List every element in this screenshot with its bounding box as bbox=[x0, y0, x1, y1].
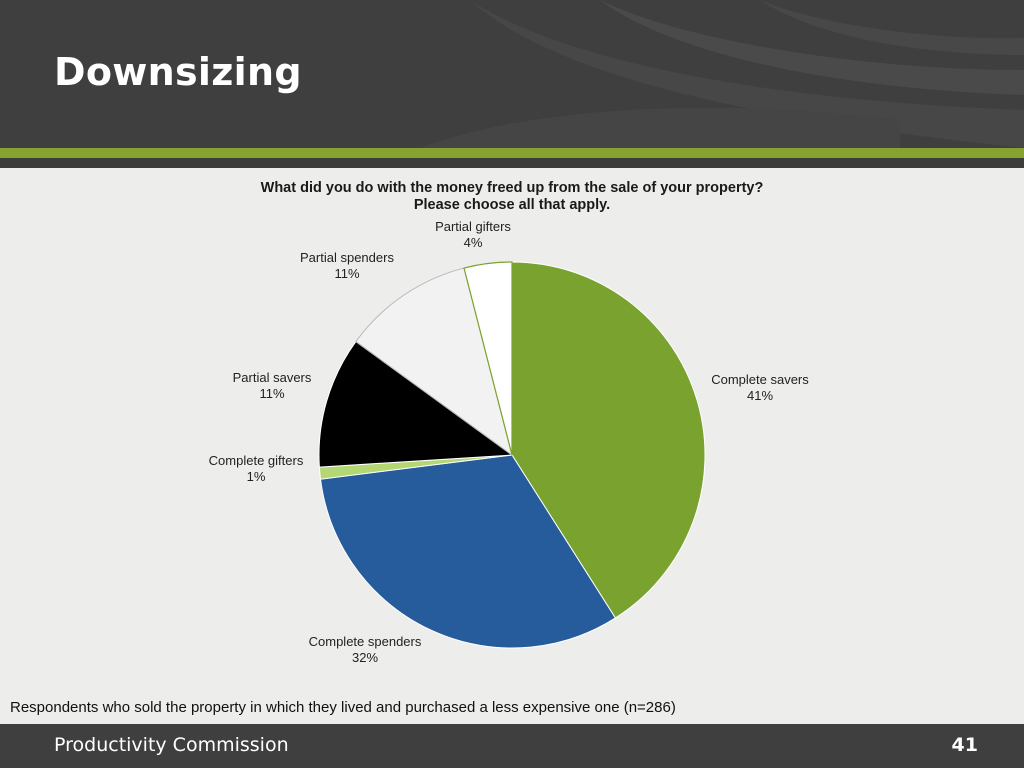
slice-label-value: 41% bbox=[747, 388, 773, 403]
slice-label-value: 11% bbox=[259, 386, 284, 401]
slice-label-name: Partial gifters bbox=[435, 219, 511, 234]
slide-title: Downsizing bbox=[54, 50, 302, 94]
page-number: 41 bbox=[951, 734, 978, 756]
pie-slice-partial-gifters bbox=[463, 261, 513, 456]
slice-label-name: Complete spenders bbox=[309, 634, 422, 649]
slice-label-name: Complete savers bbox=[711, 372, 809, 387]
chart-title-line-2: Please choose all that apply. bbox=[413, 197, 611, 213]
slice-label-value: 1% bbox=[247, 469, 266, 484]
pie-slice-partial-spenders bbox=[355, 267, 513, 457]
slide-footer: Productivity Commission 41 bbox=[0, 724, 1024, 768]
pie-slice-partial-savers bbox=[318, 340, 514, 468]
slice-label-value: 11% bbox=[334, 266, 359, 281]
header-dark-stripe bbox=[0, 158, 1024, 168]
footer-organization: Productivity Commission bbox=[54, 734, 289, 756]
header-swoosh-decoration bbox=[420, 0, 1024, 148]
slice-label-name: Complete gifters bbox=[209, 453, 304, 468]
pie-slice-complete-spenders bbox=[319, 454, 617, 649]
chart-title: What did you do with the money freed up … bbox=[212, 180, 812, 214]
pie-slice-complete-savers bbox=[511, 261, 706, 619]
slice-label-value: 4% bbox=[464, 235, 483, 250]
slice-label-name: Partial savers bbox=[233, 370, 312, 385]
header-accent-stripe bbox=[0, 148, 1024, 158]
slice-label-name: Partial spenders bbox=[300, 250, 394, 265]
chart-note: Respondents who sold the property in whi… bbox=[10, 699, 676, 716]
slide-header: Downsizing bbox=[0, 0, 1024, 148]
slice-label-value: 32% bbox=[352, 650, 378, 665]
chart-title-line-1: What did you do with the money freed up … bbox=[260, 180, 764, 196]
